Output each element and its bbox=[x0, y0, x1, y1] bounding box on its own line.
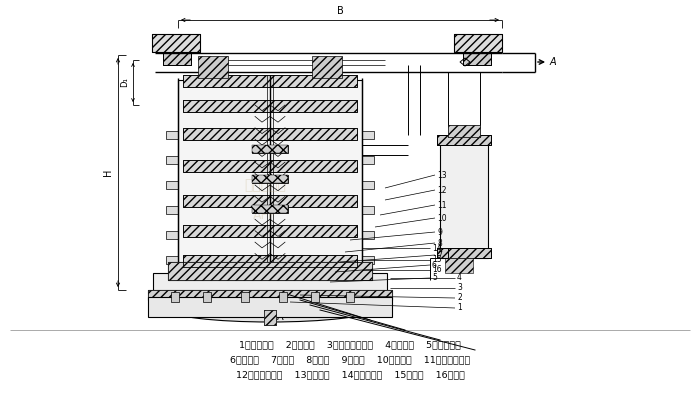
Text: 1、进液接头    2、排气塞    3、检测执行机构    4、进液管    5、压盖螺钉: 1、进液接头 2、排气塞 3、检测执行机构 4、进液管 5、压盖螺钉 bbox=[239, 340, 461, 349]
Bar bbox=[166, 181, 178, 189]
Text: 11: 11 bbox=[437, 201, 447, 210]
Bar bbox=[183, 195, 357, 207]
Bar bbox=[152, 34, 200, 52]
Text: 4: 4 bbox=[457, 273, 462, 282]
Text: 12: 12 bbox=[437, 186, 447, 195]
Bar bbox=[362, 256, 374, 264]
Text: APP: APP bbox=[253, 208, 276, 221]
Bar bbox=[264, 310, 276, 325]
Bar bbox=[454, 34, 502, 52]
Text: 1: 1 bbox=[457, 303, 462, 312]
Bar bbox=[183, 225, 357, 237]
Bar bbox=[183, 128, 357, 140]
Text: B: B bbox=[337, 6, 344, 16]
Bar bbox=[183, 100, 357, 112]
Bar bbox=[362, 181, 374, 189]
Text: 流体控制网: 流体控制网 bbox=[244, 178, 286, 192]
Bar bbox=[183, 195, 357, 207]
Bar bbox=[252, 205, 288, 213]
Bar bbox=[198, 56, 228, 78]
Bar bbox=[362, 131, 374, 139]
Bar bbox=[362, 231, 374, 239]
Bar bbox=[448, 125, 480, 137]
Text: 9: 9 bbox=[437, 227, 442, 236]
Bar bbox=[163, 52, 191, 65]
Bar bbox=[183, 225, 357, 237]
Bar bbox=[312, 56, 342, 78]
Bar bbox=[437, 135, 491, 145]
Text: 16: 16 bbox=[432, 266, 442, 275]
Bar bbox=[445, 258, 473, 273]
Bar bbox=[252, 175, 288, 183]
Text: 14: 14 bbox=[432, 243, 442, 253]
Bar bbox=[183, 255, 357, 267]
Bar bbox=[148, 290, 392, 300]
Bar bbox=[166, 231, 178, 239]
Bar bbox=[148, 297, 392, 317]
Bar bbox=[362, 206, 374, 214]
Bar bbox=[183, 128, 357, 140]
Bar bbox=[252, 145, 288, 153]
Bar bbox=[252, 175, 288, 183]
Bar bbox=[163, 52, 191, 65]
Bar bbox=[166, 256, 178, 264]
Bar bbox=[252, 145, 288, 153]
Bar bbox=[437, 248, 491, 258]
Bar bbox=[153, 273, 387, 295]
Bar bbox=[178, 80, 362, 280]
Text: 15: 15 bbox=[432, 255, 442, 264]
Bar bbox=[252, 205, 288, 213]
Bar bbox=[203, 292, 211, 302]
Bar bbox=[440, 137, 488, 258]
Bar bbox=[311, 292, 319, 302]
Bar bbox=[168, 262, 372, 280]
Text: 6、冷凝器    7、弹笧    8、阀杆    9、阀芯    10、波纹管    11、压力调节盘: 6、冷凝器 7、弹笧 8、阀杆 9、阀芯 10、波纹管 11、压力调节盘 bbox=[230, 355, 470, 364]
Bar bbox=[183, 160, 357, 172]
Bar bbox=[463, 52, 491, 65]
Bar bbox=[148, 290, 392, 300]
Bar bbox=[279, 292, 287, 302]
Bar bbox=[168, 262, 372, 280]
Bar bbox=[362, 156, 374, 164]
Text: 10: 10 bbox=[437, 214, 447, 223]
Bar bbox=[183, 75, 357, 87]
Text: 6: 6 bbox=[432, 260, 437, 269]
Text: 5: 5 bbox=[432, 273, 437, 282]
Bar bbox=[241, 292, 249, 302]
Text: 12、注液口螺钉    13、取压管    14、阀前接管    15、阀盖    16、阀体: 12、注液口螺钉 13、取压管 14、阀前接管 15、阀盖 16、阀体 bbox=[236, 370, 464, 379]
Bar bbox=[166, 131, 178, 139]
Text: 7: 7 bbox=[437, 251, 442, 260]
Ellipse shape bbox=[170, 298, 370, 322]
Text: 3: 3 bbox=[457, 284, 462, 292]
Bar bbox=[183, 75, 357, 87]
Bar bbox=[171, 292, 179, 302]
Bar bbox=[437, 135, 491, 145]
Bar bbox=[346, 292, 354, 302]
Text: D₁: D₁ bbox=[120, 78, 129, 87]
Bar bbox=[183, 160, 357, 172]
Text: 2: 2 bbox=[457, 294, 462, 303]
Text: 13: 13 bbox=[437, 171, 447, 180]
Bar bbox=[437, 248, 491, 258]
Text: A: A bbox=[276, 312, 284, 322]
Bar bbox=[166, 156, 178, 164]
Bar bbox=[166, 206, 178, 214]
Bar bbox=[448, 125, 480, 137]
Text: 8: 8 bbox=[437, 238, 442, 247]
Text: A: A bbox=[550, 57, 556, 67]
Bar bbox=[463, 52, 491, 65]
Bar bbox=[183, 100, 357, 112]
Bar bbox=[183, 255, 357, 267]
Text: H: H bbox=[103, 169, 113, 176]
Bar bbox=[264, 310, 276, 325]
Bar bbox=[152, 34, 200, 52]
Bar bbox=[454, 34, 502, 52]
